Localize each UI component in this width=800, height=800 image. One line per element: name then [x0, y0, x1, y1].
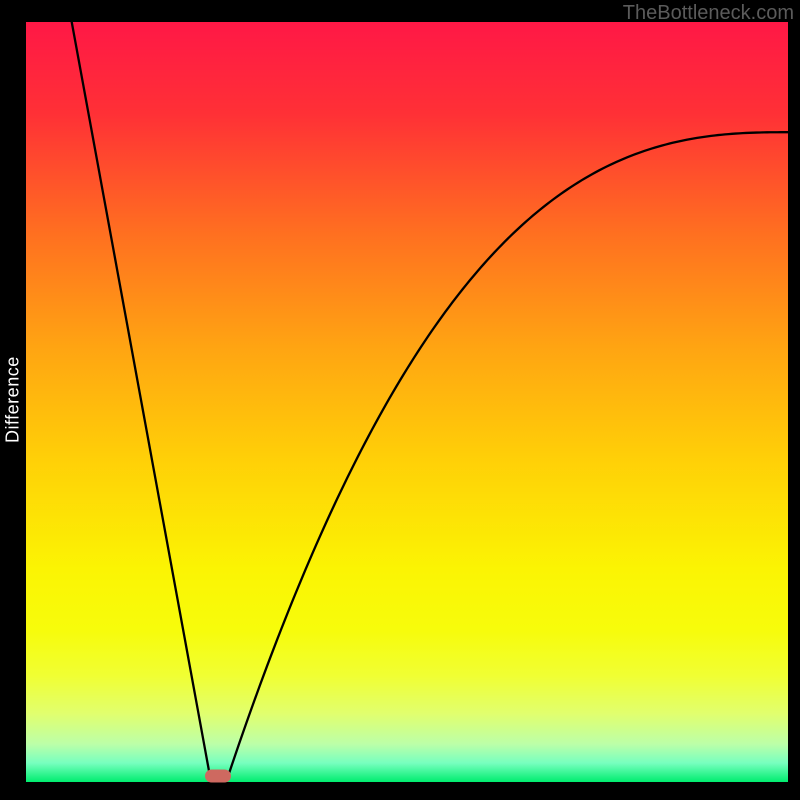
bottleneck-curve: [26, 22, 788, 782]
chart-container: TheBottleneck.com Difference: [0, 0, 800, 800]
watermark-text: TheBottleneck.com: [623, 2, 794, 25]
plot-area: [26, 22, 788, 782]
y-axis-label: Difference: [0, 0, 26, 800]
optimal-marker: [205, 769, 231, 782]
